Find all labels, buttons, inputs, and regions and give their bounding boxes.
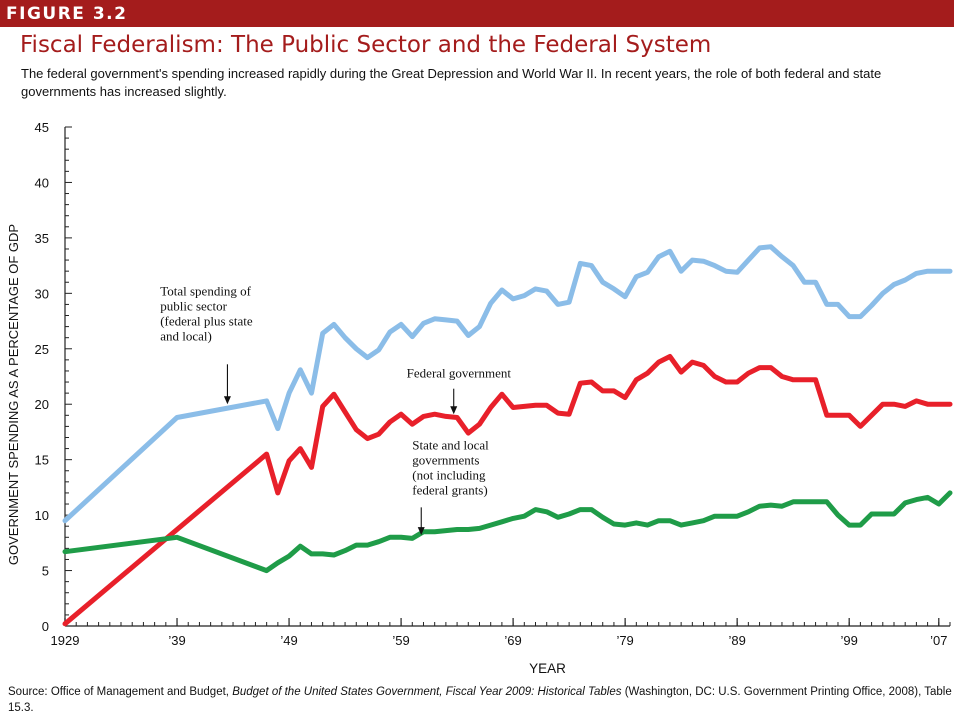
y-tick-label: 45 xyxy=(35,120,49,135)
y-tick-label: 35 xyxy=(35,231,49,246)
figure-header-bar: FIGURE 3.2 xyxy=(0,0,954,27)
annotation-state-local-line: federal grants) xyxy=(412,483,487,498)
annotation-state-local-line: State and local xyxy=(412,438,489,453)
chart-subtitle: The federal government's spending increa… xyxy=(21,66,882,99)
annotation-state-local-arrow-head xyxy=(417,527,425,536)
source-suffix: (Washington, DC: U.S. Government Printin… xyxy=(8,686,952,714)
x-tick-label: ’07 xyxy=(930,633,947,648)
federal-government-line xyxy=(62,354,953,627)
annotation-total-arrow-head xyxy=(223,396,231,405)
y-tick-label: 10 xyxy=(35,508,49,523)
y-axis-label: GOVERNMENT SPENDING AS A PERCENTAGE OF G… xyxy=(6,224,21,565)
annotation-state-local-line: governments xyxy=(412,453,479,468)
total-spending-line xyxy=(62,244,953,524)
x-tick-label: ’79 xyxy=(616,633,633,648)
line-chart: 0 5 10 15 20 25 30 35 40 45 1929 ’39 ’49 ’59 ’69 ’79 ’89… xyxy=(6,120,953,676)
x-tick-label: ’39 xyxy=(168,633,185,648)
y-tick-label: 15 xyxy=(35,453,49,468)
x-axis-label: YEAR xyxy=(529,661,566,676)
source-title: Budget of the United States Government, … xyxy=(232,686,622,698)
annotation-federal-line: Federal government xyxy=(407,366,512,381)
source-note: Source: Office of Management and Budget,… xyxy=(8,684,952,716)
x-tick-label: ’49 xyxy=(280,633,297,648)
x-tick-label: 1929 xyxy=(51,633,80,648)
source-prefix: Source: Office of Management and Budget, xyxy=(8,686,233,698)
y-tick-label: 40 xyxy=(35,175,49,190)
chart-title: Fiscal Federalism: The Public Sector and… xyxy=(20,32,712,58)
annotation-total-line: public sector xyxy=(160,299,227,314)
annotation-state-local-line: (not including xyxy=(412,468,486,483)
x-tick-label: ’59 xyxy=(392,633,409,648)
annotation-total-line: and local) xyxy=(160,329,212,344)
figure-label: FIGURE 3.2 xyxy=(6,4,128,24)
y-tick-label: 25 xyxy=(35,342,49,357)
annotation-total-line: (federal plus state xyxy=(160,314,253,329)
x-tick-label: ’69 xyxy=(504,633,521,648)
annotation-total-line: Total spending of xyxy=(160,284,251,299)
y-tick-label: 0 xyxy=(42,619,49,634)
y-tick-label: 20 xyxy=(35,397,49,412)
y-tick-label: 30 xyxy=(35,286,49,301)
x-tick-label: ’99 xyxy=(840,633,857,648)
state-local-line xyxy=(62,490,953,574)
annotation-federal-arrow-head xyxy=(450,406,458,415)
x-tick-label: ’89 xyxy=(728,633,745,648)
y-tick-label: 5 xyxy=(42,564,49,579)
